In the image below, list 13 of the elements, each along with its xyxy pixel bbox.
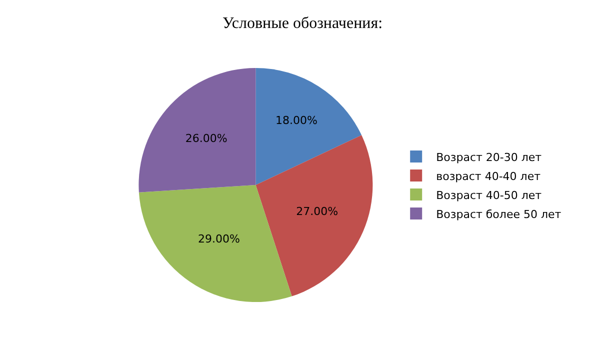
pie-slice: [138, 185, 292, 302]
chart-title: Условные обозначения:: [222, 15, 383, 32]
data-label: 27.00%: [296, 205, 338, 218]
legend-label: Возраст более 50 лет: [436, 208, 562, 221]
legend-label: Возраст 40-50 лет: [436, 188, 542, 202]
pie-slice: [138, 68, 256, 192]
data-label: 26.00%: [185, 132, 228, 146]
pie-slice: [256, 68, 362, 185]
data-label: 29.00%: [198, 232, 240, 246]
data-label: 18.00%: [276, 114, 318, 128]
pie-slice: [256, 135, 373, 296]
legend-label: возраст 40-40 лет: [436, 170, 542, 183]
legend-label: Возраст 20-30 лет: [436, 150, 542, 164]
